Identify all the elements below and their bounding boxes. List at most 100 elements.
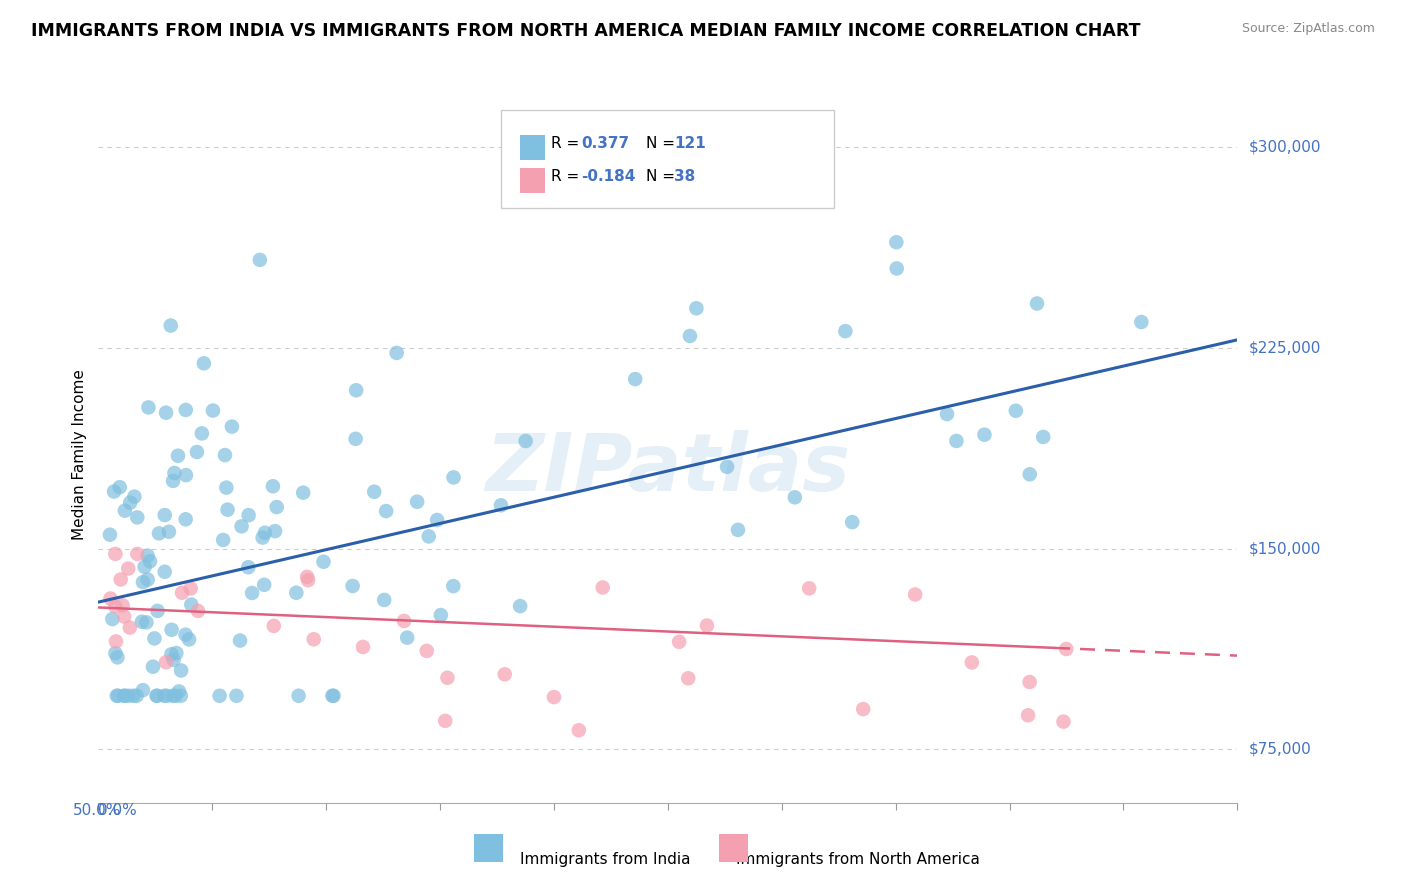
Point: [1052, 714, 1074, 729]
Point: [101, 612, 124, 626]
Point: [180, 598, 202, 612]
Point: [165, 646, 187, 660]
Text: 0.377: 0.377: [582, 136, 630, 151]
Point: [145, 689, 167, 703]
Point: [852, 702, 875, 716]
Point: [120, 495, 142, 509]
Text: $225,000: $225,000: [1249, 341, 1320, 355]
Point: [174, 403, 197, 417]
Point: [201, 403, 224, 417]
Point: [170, 689, 193, 703]
Text: Source: ZipAtlas.com: Source: ZipAtlas.com: [1241, 22, 1375, 36]
Point: [229, 633, 252, 648]
Point: [1026, 296, 1049, 310]
Point: [679, 329, 702, 343]
Text: $300,000: $300,000: [1249, 140, 1320, 154]
Point: [104, 646, 127, 660]
Point: [153, 565, 176, 579]
Point: [489, 499, 512, 513]
Point: [312, 555, 335, 569]
Point: [253, 578, 276, 592]
FancyBboxPatch shape: [474, 834, 503, 862]
Point: [834, 324, 856, 338]
Point: [264, 524, 287, 538]
Point: [107, 689, 129, 703]
Point: [494, 667, 516, 681]
Point: [295, 570, 318, 584]
Point: [125, 689, 148, 703]
Point: [170, 586, 193, 600]
Point: [142, 659, 165, 673]
Point: [249, 252, 271, 267]
Point: [886, 235, 908, 250]
Point: [165, 689, 187, 703]
Y-axis label: Median Family Income: Median Family Income: [72, 369, 87, 541]
Point: [187, 604, 209, 618]
Point: [373, 593, 395, 607]
Point: [363, 484, 385, 499]
Point: [212, 533, 235, 547]
Point: [841, 515, 863, 529]
Point: [131, 615, 153, 629]
Point: [287, 689, 309, 703]
Text: R =: R =: [551, 169, 579, 184]
Text: Immigrants from North America: Immigrants from North America: [737, 852, 980, 866]
Point: [167, 449, 190, 463]
Point: [321, 689, 343, 703]
Point: [1017, 708, 1039, 723]
Point: [441, 579, 464, 593]
Point: [118, 621, 141, 635]
Point: [797, 582, 820, 596]
Point: [132, 575, 155, 590]
Point: [1018, 467, 1040, 482]
Point: [436, 671, 458, 685]
Point: [104, 547, 127, 561]
Point: [515, 434, 537, 448]
Point: [160, 623, 183, 637]
Point: [543, 690, 565, 704]
Point: [105, 689, 128, 703]
Point: [162, 653, 184, 667]
Point: [162, 689, 184, 703]
Point: [139, 554, 162, 568]
Point: [434, 714, 457, 728]
Point: [568, 723, 591, 738]
Point: [231, 519, 253, 533]
Point: [177, 632, 200, 647]
Text: ZIPatlas: ZIPatlas: [485, 430, 851, 508]
Point: [426, 513, 449, 527]
Point: [253, 525, 276, 540]
Point: [112, 689, 135, 703]
Point: [685, 301, 707, 316]
Point: [112, 609, 135, 624]
Point: [214, 448, 236, 462]
Point: [100, 591, 122, 606]
Point: [136, 573, 159, 587]
Point: [352, 640, 374, 654]
Point: [208, 689, 231, 703]
Point: [263, 619, 285, 633]
Point: [143, 632, 166, 646]
Point: [191, 426, 214, 441]
Point: [302, 632, 325, 647]
Point: [163, 466, 186, 480]
Text: Immigrants from India: Immigrants from India: [520, 852, 690, 866]
Point: [114, 689, 136, 703]
Point: [155, 406, 177, 420]
Point: [904, 587, 927, 601]
Text: $150,000: $150,000: [1249, 541, 1320, 556]
Point: [252, 531, 274, 545]
Point: [107, 650, 129, 665]
Point: [727, 523, 749, 537]
Point: [117, 561, 139, 575]
Point: [146, 604, 169, 618]
Point: [238, 508, 260, 523]
Point: [973, 427, 995, 442]
Point: [127, 510, 149, 524]
Point: [418, 529, 440, 543]
Point: [936, 407, 959, 421]
Point: [98, 527, 121, 541]
Point: [430, 608, 453, 623]
Point: [886, 261, 908, 276]
Point: [406, 495, 429, 509]
